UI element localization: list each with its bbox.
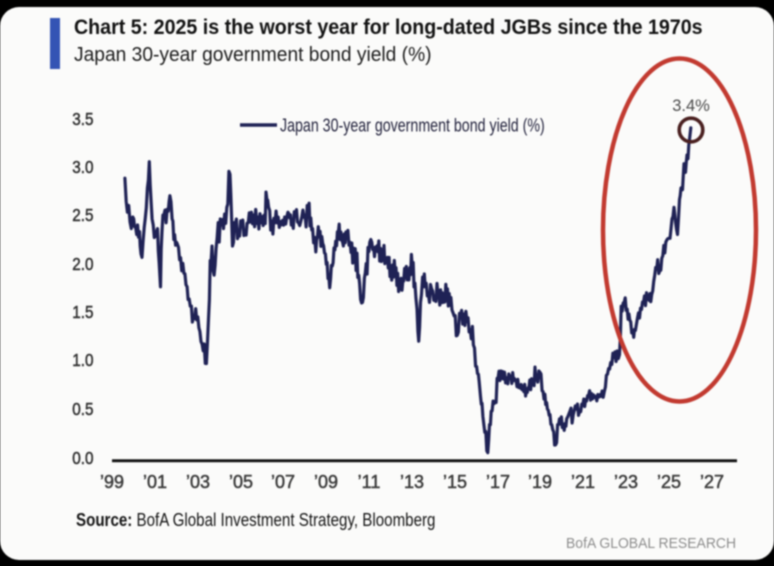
svg-text:1.5: 1.5 xyxy=(72,302,93,322)
svg-text:’17: ’17 xyxy=(486,472,510,492)
svg-text:’03: ’03 xyxy=(186,472,210,492)
svg-text:0.5: 0.5 xyxy=(72,399,93,419)
svg-text:’07: ’07 xyxy=(271,472,295,492)
svg-text:’99: ’99 xyxy=(100,472,124,492)
svg-text:3.4%: 3.4% xyxy=(672,97,710,115)
svg-text:’25: ’25 xyxy=(657,472,681,492)
svg-text:3.0: 3.0 xyxy=(72,157,93,177)
svg-text:’05: ’05 xyxy=(229,472,253,492)
svg-text:’19: ’19 xyxy=(528,472,552,492)
svg-text:Japan 30-year government bond: Japan 30-year government bond yield (%) xyxy=(280,116,545,136)
svg-text:2.0: 2.0 xyxy=(72,254,93,274)
svg-text:’11: ’11 xyxy=(358,472,381,492)
svg-text:’01: ’01 xyxy=(143,472,167,492)
svg-text:2.5: 2.5 xyxy=(72,205,93,225)
svg-text:’09: ’09 xyxy=(314,472,338,492)
svg-text:0.0: 0.0 xyxy=(72,448,93,468)
svg-text:’21: ’21 xyxy=(571,472,595,492)
svg-text:’13: ’13 xyxy=(400,472,424,492)
svg-text:’23: ’23 xyxy=(614,472,638,492)
svg-text:1.0: 1.0 xyxy=(72,350,93,370)
svg-text:’15: ’15 xyxy=(443,472,467,492)
svg-text:’27: ’27 xyxy=(700,472,724,492)
svg-text:3.5: 3.5 xyxy=(72,109,93,129)
